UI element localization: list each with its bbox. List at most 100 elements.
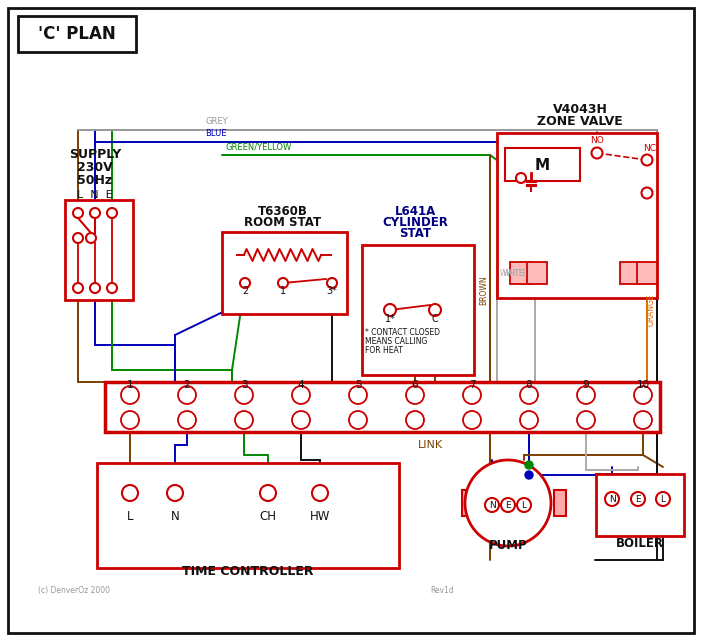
Text: SUPPLY: SUPPLY	[69, 148, 121, 161]
Text: 4: 4	[298, 380, 304, 390]
Circle shape	[485, 498, 499, 512]
Text: L  N  E: L N E	[77, 190, 113, 200]
Text: HW: HW	[310, 510, 330, 523]
Text: 10: 10	[637, 380, 649, 390]
Bar	[620, 262, 640, 284]
Text: L: L	[127, 510, 133, 523]
Text: CYLINDER: CYLINDER	[382, 216, 448, 229]
Circle shape	[349, 386, 367, 404]
Text: GREY: GREY	[205, 117, 227, 126]
Circle shape	[73, 233, 83, 243]
Text: * CONTACT CLOSED: * CONTACT CLOSED	[365, 328, 440, 337]
Circle shape	[517, 498, 531, 512]
Text: GREEN/YELLOW: GREEN/YELLOW	[225, 142, 291, 151]
Text: 2: 2	[184, 380, 190, 390]
Circle shape	[516, 173, 526, 183]
Circle shape	[73, 283, 83, 293]
Circle shape	[592, 147, 602, 158]
Circle shape	[656, 492, 670, 506]
Bar	[462, 490, 474, 516]
Circle shape	[73, 208, 83, 218]
Circle shape	[525, 461, 533, 469]
Text: BROWN: BROWN	[479, 275, 489, 305]
Text: 6: 6	[411, 380, 418, 390]
Circle shape	[406, 386, 424, 404]
Circle shape	[465, 460, 551, 546]
Circle shape	[634, 411, 652, 429]
Text: E: E	[505, 501, 511, 510]
Text: 8: 8	[526, 380, 532, 390]
Text: FOR HEAT: FOR HEAT	[365, 346, 403, 355]
Circle shape	[178, 386, 196, 404]
Text: 3*: 3*	[326, 286, 338, 296]
Circle shape	[463, 411, 481, 429]
Circle shape	[501, 498, 515, 512]
Bar	[527, 262, 547, 284]
Circle shape	[121, 411, 139, 429]
Text: (c) DenverOz 2000: (c) DenverOz 2000	[38, 586, 110, 595]
Text: LINK: LINK	[418, 440, 442, 450]
Circle shape	[122, 485, 138, 501]
Circle shape	[429, 304, 441, 316]
Circle shape	[167, 485, 183, 501]
Circle shape	[384, 304, 396, 316]
Circle shape	[90, 208, 100, 218]
Circle shape	[642, 154, 652, 165]
Text: MEANS CALLING: MEANS CALLING	[365, 337, 428, 346]
Circle shape	[312, 485, 328, 501]
Bar	[18, 16, 136, 52]
Circle shape	[90, 283, 100, 293]
Circle shape	[86, 233, 96, 243]
Text: NC: NC	[643, 144, 656, 153]
Circle shape	[327, 278, 337, 288]
Text: C: C	[432, 314, 438, 324]
Text: V4043H: V4043H	[552, 103, 607, 116]
Circle shape	[525, 471, 533, 479]
Circle shape	[107, 283, 117, 293]
Text: 'C' PLAN: 'C' PLAN	[38, 25, 116, 43]
Text: 3: 3	[241, 380, 247, 390]
Circle shape	[520, 386, 538, 404]
Text: STAT: STAT	[399, 227, 431, 240]
Text: 1: 1	[280, 286, 286, 296]
Circle shape	[520, 411, 538, 429]
Text: 1*: 1*	[385, 314, 395, 324]
Text: 7: 7	[469, 380, 475, 390]
Bar	[505, 148, 580, 181]
Circle shape	[463, 386, 481, 404]
Circle shape	[577, 411, 595, 429]
Circle shape	[406, 411, 424, 429]
Text: E: E	[635, 494, 641, 503]
Text: N: N	[171, 510, 180, 523]
Text: L641A: L641A	[395, 205, 436, 218]
Bar	[97, 463, 399, 568]
Text: C: C	[643, 192, 649, 201]
Bar	[554, 490, 566, 516]
Text: WHITE: WHITE	[503, 269, 528, 278]
Circle shape	[292, 386, 310, 404]
Circle shape	[235, 411, 253, 429]
Text: NO: NO	[590, 136, 604, 145]
Text: L: L	[522, 501, 526, 510]
Bar	[510, 262, 530, 284]
Text: Rev1d: Rev1d	[430, 586, 453, 595]
Bar	[105, 382, 660, 432]
Circle shape	[235, 386, 253, 404]
Text: 1: 1	[126, 380, 133, 390]
Text: 9: 9	[583, 380, 589, 390]
Bar	[65, 200, 133, 300]
Bar	[637, 262, 657, 284]
Text: L: L	[661, 494, 665, 503]
Circle shape	[634, 386, 652, 404]
Text: 50Hz: 50Hz	[77, 174, 112, 187]
Text: N: N	[609, 494, 616, 503]
Text: WHITE: WHITE	[500, 269, 525, 278]
Text: 5: 5	[355, 380, 362, 390]
Bar	[222, 232, 347, 314]
Text: T6360B: T6360B	[258, 205, 308, 218]
Text: PUMP: PUMP	[489, 539, 527, 552]
Circle shape	[178, 411, 196, 429]
Circle shape	[642, 188, 652, 199]
Text: TIME CONTROLLER: TIME CONTROLLER	[183, 565, 314, 578]
Text: ORANGE: ORANGE	[647, 294, 656, 326]
